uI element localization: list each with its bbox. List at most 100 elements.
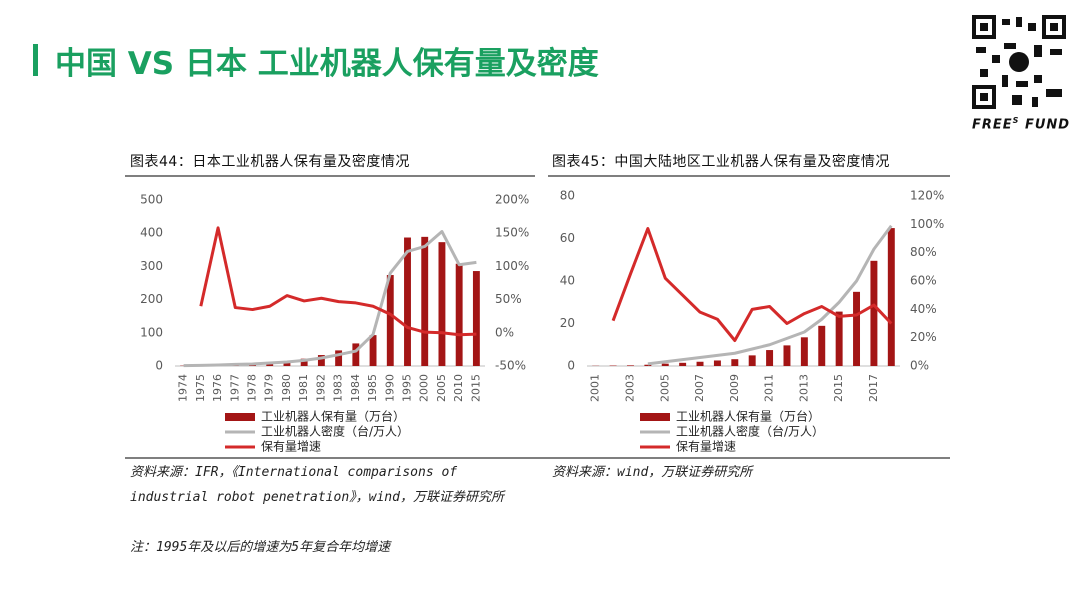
- legend-label: 工业机器人保有量（万台）: [261, 409, 405, 424]
- bar: [800, 337, 808, 366]
- x-tick-label: 1995: [401, 374, 414, 402]
- x-tick-label: 2005: [435, 374, 448, 402]
- line: [611, 227, 893, 342]
- title-accent: [33, 44, 38, 76]
- bar: [335, 350, 343, 366]
- x-tick-label: 1981: [297, 374, 310, 402]
- x-tick-label: 2013: [797, 374, 810, 402]
- chart-title: 图表45：中国大陆地区工业机器人保有量及密度情况: [552, 154, 890, 170]
- bar: [835, 311, 843, 366]
- x-tick-label: 1974: [177, 374, 190, 402]
- x-tick-label: 1985: [366, 374, 379, 402]
- legend-label: 保有量增速: [676, 440, 736, 454]
- legend-swatch: [225, 413, 255, 421]
- legend-label: 保有量增速: [261, 440, 321, 454]
- x-tick-label: 2001: [589, 374, 602, 402]
- y2-tick-label: 200%: [495, 193, 529, 207]
- x-tick-label: 1979: [263, 374, 276, 402]
- bar: [766, 350, 774, 366]
- x-tick-label: 2007: [693, 374, 706, 402]
- x-tick-label: 2010: [452, 374, 465, 402]
- bar: [421, 236, 429, 366]
- bar: [731, 359, 739, 366]
- x-tick-label: 1983: [332, 374, 345, 402]
- x-tick-label: 1984: [349, 374, 362, 402]
- y2-tick-label: 100%: [495, 259, 529, 273]
- bar: [626, 365, 634, 366]
- bar: [679, 362, 687, 366]
- y-tick-label: 300: [140, 259, 163, 273]
- y2-tick-label: 120%: [910, 189, 944, 203]
- qr-code: [972, 15, 1066, 109]
- line: [199, 226, 477, 337]
- bar: [300, 358, 308, 366]
- y2-tick-label: 0%: [910, 359, 929, 373]
- y-tick-label: 500: [140, 193, 163, 207]
- legend-label: 工业机器人密度（台/万人）: [676, 424, 824, 439]
- source-note: 资料来源：wind，万联证券研究所: [552, 465, 753, 480]
- bar: [748, 355, 756, 366]
- y2-tick-label: 60%: [910, 274, 937, 288]
- y-tick-label: 40: [560, 274, 575, 288]
- x-tick-label: 2011: [763, 374, 776, 402]
- x-tick-label: 1980: [280, 374, 293, 402]
- bar: [317, 355, 325, 366]
- y-tick-label: 60: [560, 231, 575, 245]
- y-tick-label: 0: [155, 359, 163, 373]
- bar: [472, 271, 480, 366]
- source-note: 资料来源：IFR，《International comparisons of i…: [130, 465, 504, 505]
- x-tick-label: 2015: [832, 374, 845, 402]
- x-tick-label: 1978: [246, 374, 259, 402]
- bar: [853, 291, 861, 366]
- chart-title: 图表44：日本工业机器人保有量及密度情况: [130, 154, 410, 170]
- x-tick-label: 2003: [623, 374, 636, 402]
- line: [183, 230, 477, 368]
- bar: [818, 325, 826, 366]
- x-tick-label: 2005: [658, 374, 671, 402]
- y2-tick-label: -50%: [495, 359, 526, 373]
- footnote: 注：1995年及以后的增速为5年复合年均增速: [130, 540, 391, 555]
- bar: [713, 360, 721, 366]
- x-tick-label: 2015: [469, 374, 482, 402]
- bar: [438, 242, 446, 366]
- x-tick-label: 1976: [211, 374, 224, 402]
- bar: [386, 275, 394, 366]
- bar: [887, 228, 895, 366]
- y2-tick-label: 50%: [495, 292, 522, 306]
- x-tick-label: 2017: [867, 374, 880, 402]
- slide-title: 中国 VS 日本 工业机器人保有量及密度: [55, 46, 599, 82]
- legend-label: 工业机器人密度（台/万人）: [261, 424, 409, 439]
- x-tick-label: 2000: [418, 374, 431, 402]
- y-tick-label: 100: [140, 325, 163, 339]
- x-tick-label: 1975: [194, 374, 207, 402]
- y2-tick-label: 100%: [910, 217, 944, 231]
- y-tick-label: 20: [560, 316, 575, 330]
- bar: [369, 335, 377, 366]
- y-tick-label: 80: [560, 189, 575, 203]
- bar: [661, 363, 669, 366]
- y-tick-label: 400: [140, 226, 163, 240]
- bar: [644, 364, 652, 366]
- bar: [870, 260, 878, 366]
- bar: [696, 361, 704, 366]
- x-tick-label: 1977: [228, 374, 241, 402]
- y-tick-label: 200: [140, 292, 163, 306]
- x-tick-label: 1982: [314, 374, 327, 402]
- y2-tick-label: 40%: [910, 302, 937, 316]
- bar: [352, 343, 360, 366]
- legend-swatch: [640, 413, 670, 421]
- x-tick-label: 2009: [728, 374, 741, 402]
- bar: [404, 237, 411, 366]
- y2-tick-label: 0%: [495, 325, 514, 339]
- y-tick-label: 0: [567, 359, 575, 373]
- bar: [455, 263, 463, 366]
- y2-tick-label: 80%: [910, 245, 937, 259]
- logo: FREES FUND: [972, 116, 1071, 133]
- legend-label: 工业机器人保有量（万台）: [676, 409, 820, 424]
- y2-tick-label: 150%: [495, 226, 529, 240]
- line: [647, 224, 893, 366]
- bar: [783, 345, 791, 366]
- x-tick-label: 1990: [383, 374, 396, 402]
